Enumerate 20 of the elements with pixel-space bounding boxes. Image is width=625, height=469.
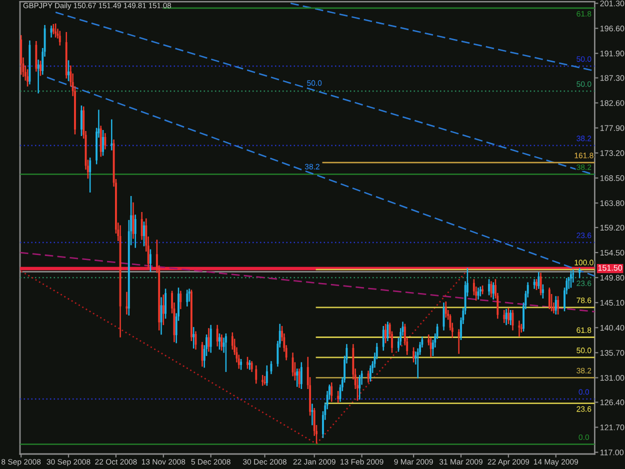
y-tick-label: 201.30 xyxy=(600,0,624,6)
y-tick-label: 121.70 xyxy=(600,424,624,430)
y-tick-label: 131.00 xyxy=(600,375,624,381)
y-tick-label: 191.90 xyxy=(600,50,624,56)
y-tick-label: 187.30 xyxy=(600,75,624,81)
ref-line-label: 151.50 xyxy=(598,265,622,271)
y-tick-label: 145.10 xyxy=(600,300,624,306)
y-tick-label: 163.80 xyxy=(600,200,624,206)
y-tick-label: 159.20 xyxy=(600,224,624,231)
y-tick-label: 182.60 xyxy=(600,100,624,106)
y-tick-label: 154.50 xyxy=(600,250,624,256)
y-tick-label: 168.50 xyxy=(600,175,624,181)
y-tick-label: 140.40 xyxy=(600,324,624,331)
y-tick-label: 149.80 xyxy=(600,274,624,281)
y-tick-label: 126.40 xyxy=(600,400,624,406)
y-tick-label: 177.90 xyxy=(600,125,624,131)
y-tick-label: 117.00 xyxy=(600,450,624,456)
y-tick-label: 196.60 xyxy=(600,26,624,32)
y-tick-label: 135.70 xyxy=(600,350,624,356)
y-tick-label: 173.20 xyxy=(600,150,624,156)
